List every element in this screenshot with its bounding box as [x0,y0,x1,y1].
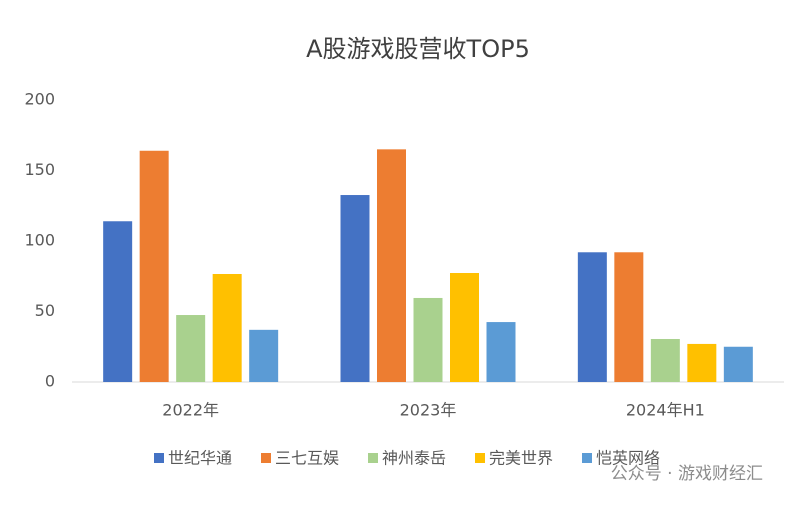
y-tick-label: 100 [24,231,55,250]
x-tick-label: 2023年 [400,401,457,420]
x-tick-label: 2022年 [162,401,219,420]
legend-label: 三七互娱 [275,449,339,468]
bar [249,329,279,382]
bar [577,252,607,382]
y-tick-label: 200 [24,90,55,109]
bar [723,346,753,382]
bar [377,149,406,382]
bar [687,343,717,382]
watermark: 公众号 · 游戏财经汇 [611,464,763,484]
legend-swatch [154,453,164,463]
legend-label: 世纪华通 [168,449,232,468]
y-tick-label: 50 [35,301,55,320]
bar [486,322,516,382]
y-tick-label: 150 [24,160,55,179]
bar [103,221,133,382]
bar [450,273,479,382]
x-tick-label: 2024年H1 [626,401,705,420]
bar [212,273,242,382]
legend-label: 完美世界 [489,449,553,468]
bar [650,338,680,382]
bar [614,252,644,382]
bar [413,297,443,382]
legend-swatch [475,453,485,463]
chart-title: A股游戏股营收TOP5 [306,35,530,63]
legend-label: 神州泰岳 [382,449,446,468]
legend-label: 恺英网络 [596,449,660,468]
legend-swatch [582,453,592,463]
legend-swatch [368,453,378,463]
bar [139,150,169,382]
bar [340,195,370,382]
bar [176,315,206,382]
y-tick-label: 0 [45,372,55,391]
legend-swatch [261,453,271,463]
